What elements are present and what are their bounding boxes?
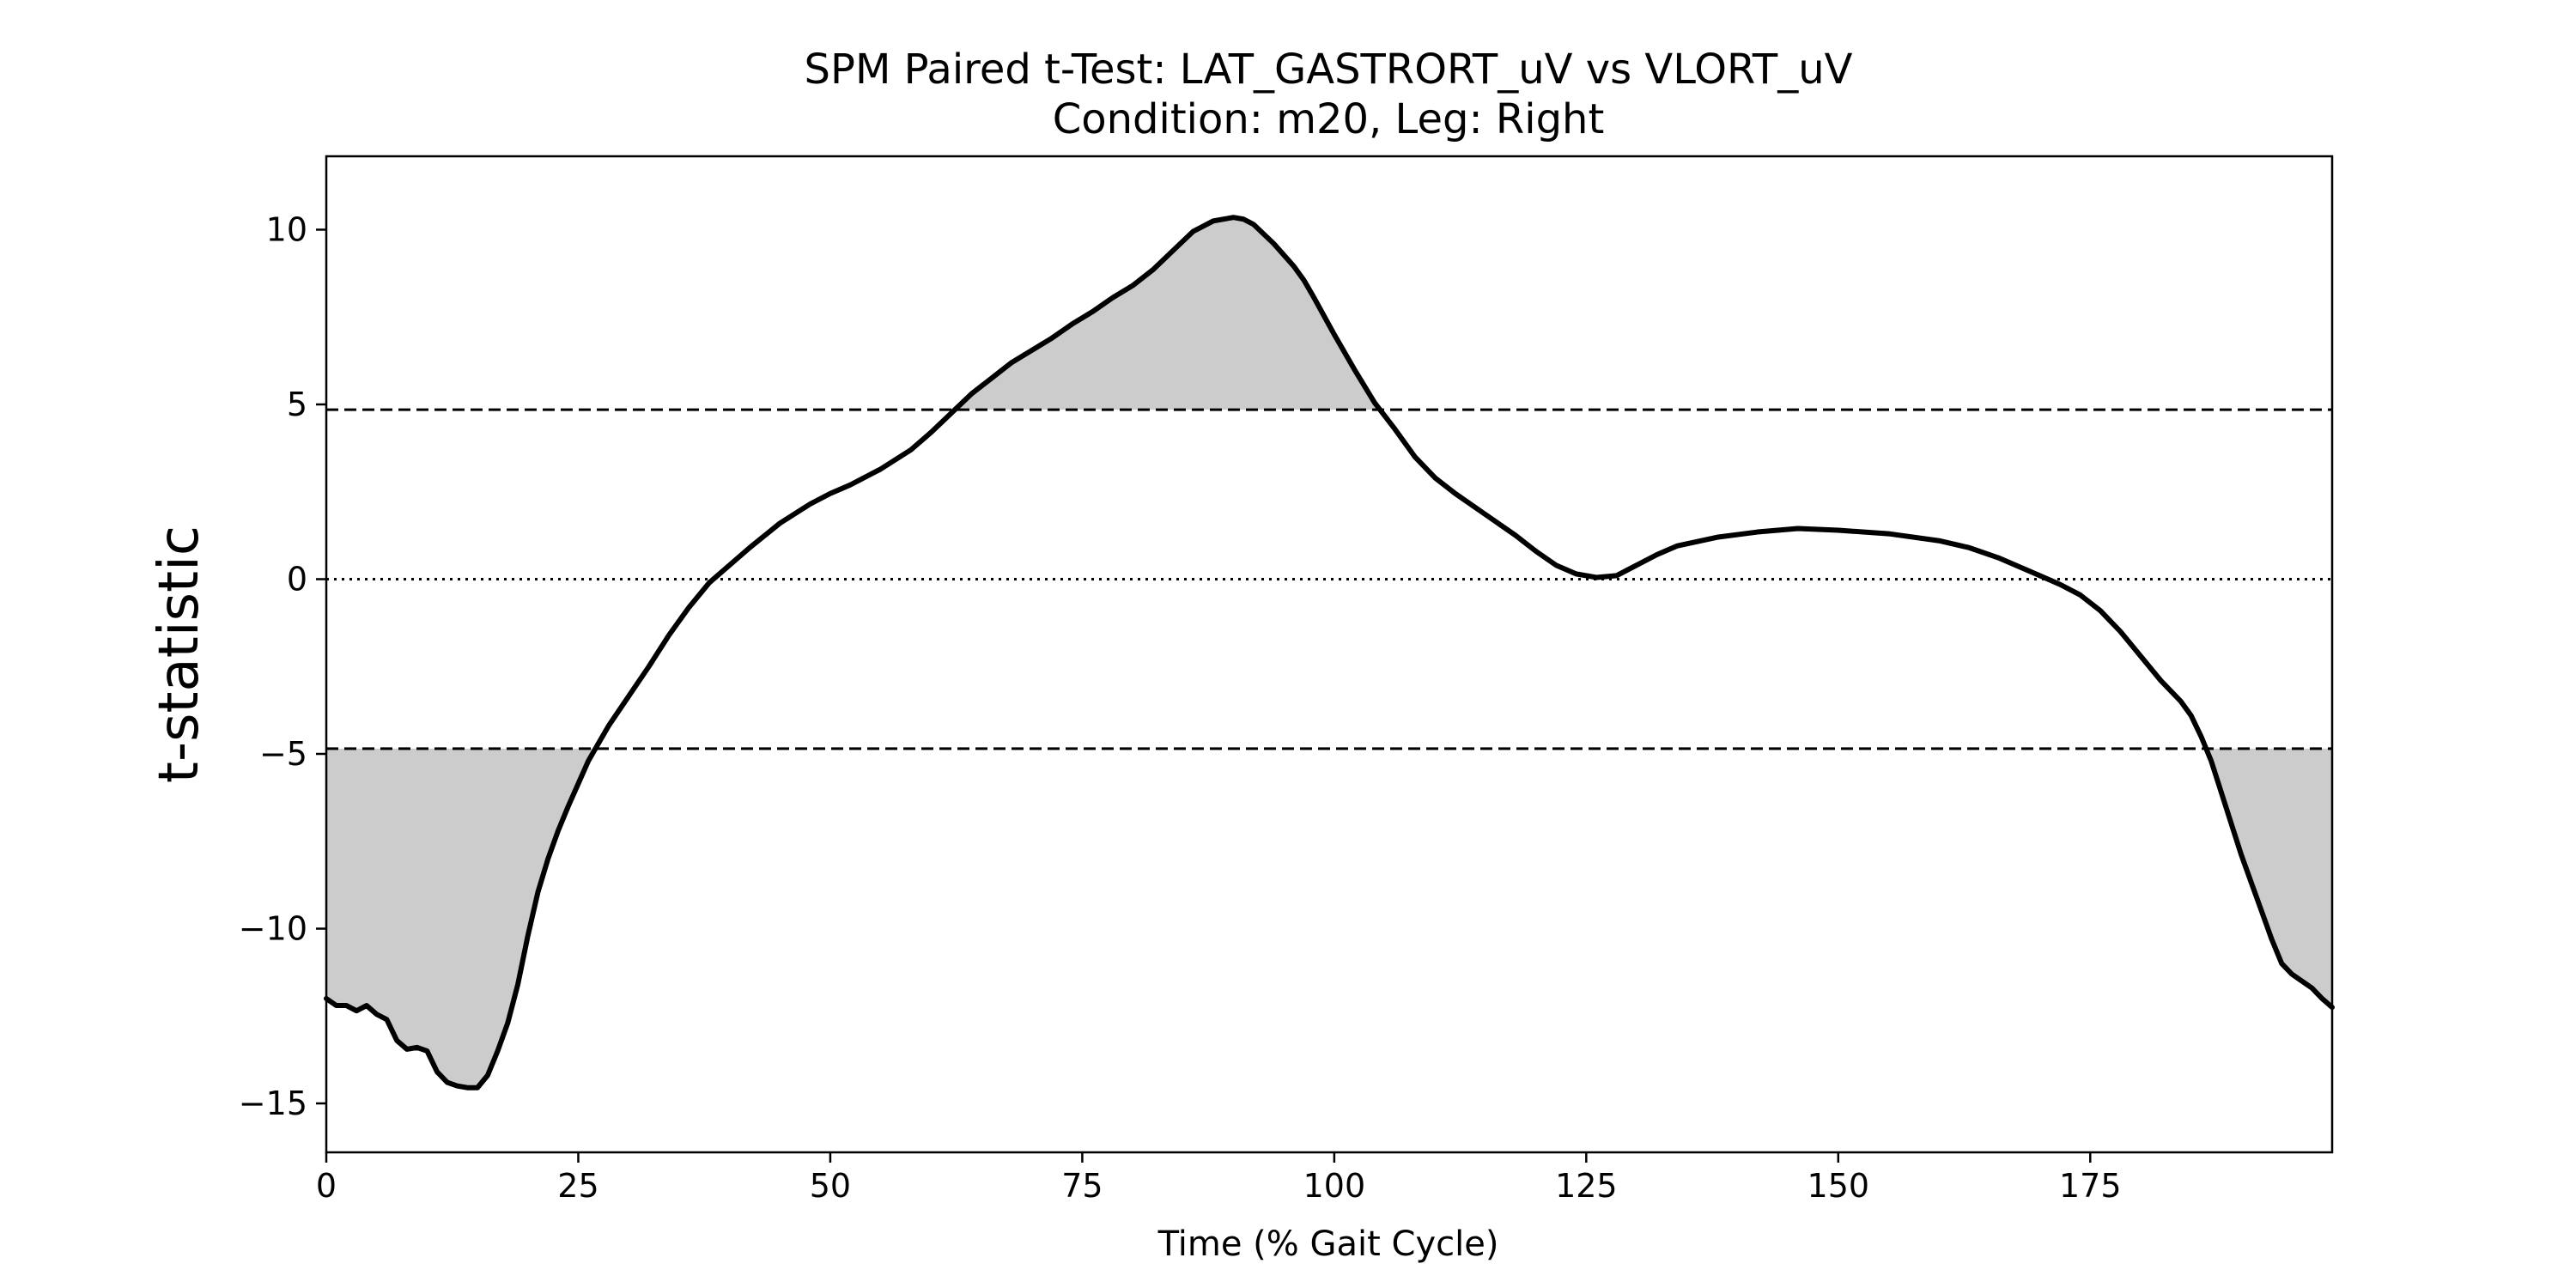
y-tick-label: −10: [239, 910, 307, 948]
chart-title: SPM Paired t-Test: LAT_GASTRORT_uV vs VL…: [805, 46, 1853, 94]
series-group: [324, 215, 2335, 1091]
x-tick-label: 25: [557, 1167, 598, 1205]
y-axis-label: t-statistic: [148, 526, 211, 783]
x-tick-label: 75: [1061, 1167, 1103, 1205]
significance-fills: [326, 217, 2332, 1088]
x-tick-label: 50: [810, 1167, 851, 1205]
significance-fill-positive-1: [955, 217, 1381, 410]
significance-fill-negative-2: [2206, 748, 2332, 1008]
significance-fill-negative-1: [326, 748, 596, 1088]
y-tick-label: 5: [287, 386, 307, 423]
x-axis-label: Time (% Gait Cycle): [1157, 1224, 1499, 1264]
y-tick-label: 10: [266, 210, 307, 248]
t-statistic-line: [324, 215, 2335, 1091]
x-tick-label: 150: [1807, 1167, 1870, 1205]
y-tick-label: 0: [287, 560, 307, 598]
x-tick-label: 100: [1303, 1167, 1366, 1205]
y-tick-label: −5: [259, 735, 307, 773]
reference-lines: [326, 408, 2332, 750]
x-tick-label: 125: [1555, 1167, 1618, 1205]
x-axis-ticks: 0 25 50 75 100 125 150 175: [316, 1152, 2122, 1205]
chart-subtitle: Condition: m20, Leg: Right: [1053, 95, 1605, 143]
x-tick-label: 175: [2059, 1167, 2122, 1205]
plot-frame: [325, 155, 2334, 1154]
x-tick-label: 0: [316, 1167, 337, 1205]
y-tick-label: −15: [239, 1084, 307, 1122]
y-axis-ticks: −15 −10 −5 0 5 10: [239, 210, 326, 1122]
